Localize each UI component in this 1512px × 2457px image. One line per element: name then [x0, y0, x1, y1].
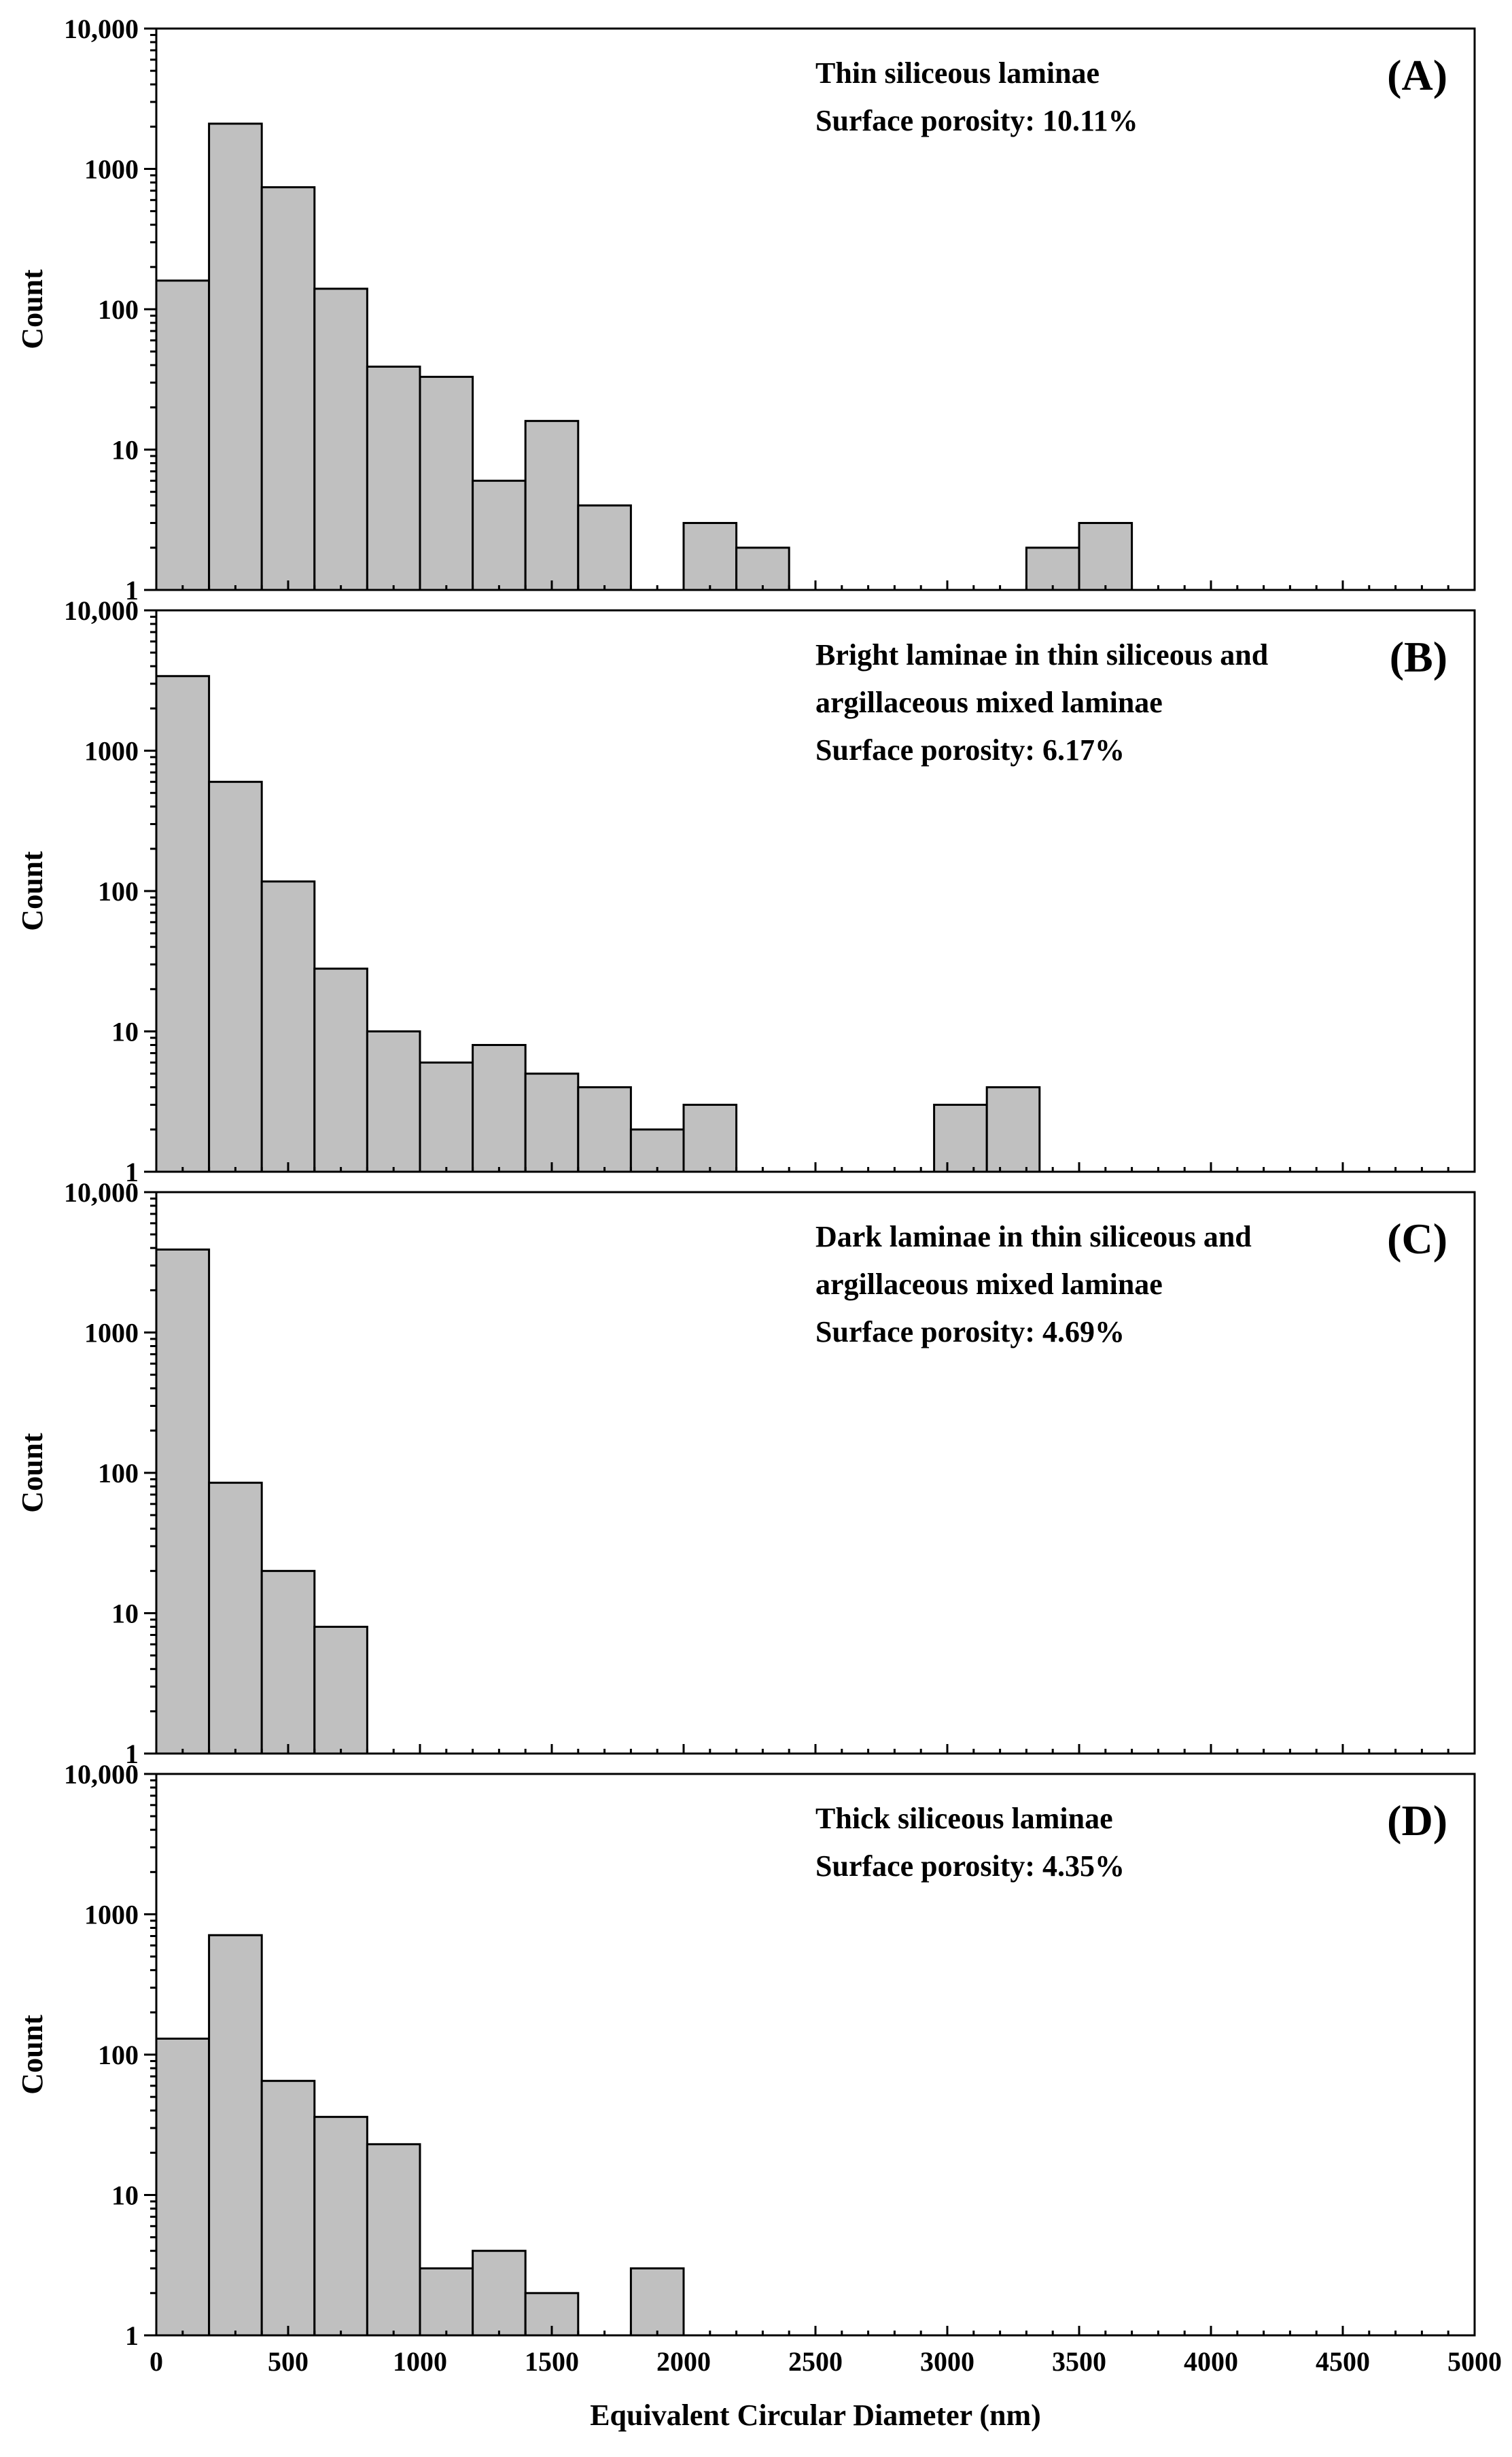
panel-b-bar-9 — [629, 1128, 685, 1173]
panel-b-y-tick-label-3: 1000 — [84, 736, 139, 767]
panel-a-bar-10 — [735, 546, 790, 591]
panel-a-bar-5 — [419, 375, 474, 591]
panel-d-bar-4 — [366, 2143, 421, 2337]
panel-a-bar-6 — [472, 479, 527, 591]
panel-b-bar-8 — [577, 1086, 632, 1173]
x-tick-label-3: 1500 — [525, 2346, 579, 2377]
x-tick-label-1: 500 — [268, 2346, 309, 2377]
panel-d-bar-3 — [313, 2116, 368, 2337]
panel-b-y-tick-label-1: 10 — [111, 1017, 139, 1047]
panel-a-y-tick-label-2: 100 — [98, 294, 139, 325]
panel-c-bar-3 — [313, 1626, 368, 1755]
panel-c-annotation-line-2: Surface porosity: 4.69% — [815, 1315, 1125, 1348]
panel-c-y-tick-label-3: 1000 — [84, 1318, 139, 1348]
panel-a-y-tick-label-3: 1000 — [84, 154, 139, 185]
panel-a-label: (A) — [1387, 51, 1447, 99]
panel-c-y-tick-label-2: 100 — [98, 1458, 139, 1488]
x-tick-label-9: 4500 — [1316, 2346, 1370, 2377]
x-tick-label-2: 1000 — [393, 2346, 447, 2377]
panel-b-bar-10 — [682, 1103, 738, 1173]
panel-d-bar-2 — [260, 2080, 316, 2337]
panel-b-bar-1 — [208, 780, 263, 1173]
x-tick-label-5: 2500 — [788, 2346, 843, 2377]
panel-b-annotation-line-2: Surface porosity: 6.17% — [815, 733, 1125, 767]
panel-b-bar-2 — [260, 880, 316, 1173]
panel-c-annotation-line-0: Dark laminae in thin siliceous and — [815, 1220, 1252, 1253]
panel-b-bar-6 — [472, 1044, 527, 1173]
panel-b-bar-3 — [313, 967, 368, 1173]
panel-d-y-axis-title: Count — [16, 2015, 49, 2095]
panel-a-bar-0 — [155, 279, 211, 591]
panel-d-y-tick-label-3: 1000 — [84, 1900, 139, 1930]
panel-d-y-tick-label-1: 10 — [111, 2180, 139, 2211]
panel-b-y-axis-title: Count — [16, 851, 49, 931]
panel-a-bar-1 — [208, 122, 263, 591]
panel-a-bar-7 — [524, 419, 580, 591]
panel-d-bar-1 — [208, 1934, 263, 2337]
x-tick-label-8: 4000 — [1184, 2346, 1238, 2377]
x-tick-label-7: 3500 — [1052, 2346, 1106, 2377]
panel-c-annotation-line-1: argillaceous mixed laminae — [815, 1268, 1163, 1301]
x-tick-label-10: 5000 — [1447, 2346, 1502, 2377]
panel-b-bar-4 — [366, 1030, 421, 1173]
panel-b-annotation-line-1: argillaceous mixed laminae — [815, 686, 1163, 719]
panel-a-bar-11 — [1025, 546, 1080, 591]
panel-a-bar-12 — [1078, 521, 1133, 591]
panel-d-bar-8 — [629, 2267, 685, 2337]
panel-a-bar-4 — [366, 365, 421, 591]
panel-d-bar-6 — [472, 2250, 527, 2337]
x-axis-title: Equivalent Circular Diameter (nm) — [590, 2399, 1041, 2432]
panel-c-y-tick-label-0: 1 — [125, 1739, 139, 1769]
panel-a-bar-3 — [313, 287, 368, 591]
panel-c-bar-1 — [208, 1482, 263, 1755]
panel-c-y-tick-label-1: 10 — [111, 1599, 139, 1629]
panel-a-y-tick-label-0: 1 — [125, 575, 139, 606]
panel-a-annotation-line-1: Surface porosity: 10.11% — [815, 104, 1138, 137]
panel-b-y-tick-label-4: 10,000 — [64, 595, 139, 626]
panel-d-y-tick-label-4: 10,000 — [64, 1759, 139, 1790]
panel-a-bar-9 — [682, 521, 738, 591]
panel-a-annotation-line-0: Thin siliceous laminae — [815, 56, 1100, 90]
panel-c-bar-0 — [155, 1248, 211, 1755]
x-tick-label-4: 2000 — [656, 2346, 711, 2377]
panel-b-bar-11 — [933, 1103, 988, 1173]
panel-a-y-tick-label-4: 10,000 — [64, 14, 139, 44]
panel-d-annotation-line-0: Thick siliceous laminae — [815, 1802, 1113, 1835]
panel-d-bar-0 — [155, 2037, 211, 2337]
panel-d-bar-5 — [419, 2267, 474, 2337]
panel-d-y-tick-label-2: 100 — [98, 2040, 139, 2070]
panel-a-y-axis-title: Count — [16, 269, 49, 349]
panel-b-label: (B) — [1390, 633, 1447, 681]
panel-b-bar-7 — [524, 1073, 580, 1173]
panel-a-y-tick-label-1: 10 — [111, 435, 139, 466]
x-tick-label-0: 0 — [150, 2346, 163, 2377]
panel-a-bar-8 — [577, 504, 632, 591]
panel-d-label: (D) — [1387, 1796, 1447, 1845]
panel-c-label: (C) — [1387, 1215, 1447, 1263]
panel-c-y-axis-title: Count — [16, 1433, 49, 1513]
x-tick-label-6: 3000 — [920, 2346, 974, 2377]
panel-b-annotation-line-0: Bright laminae in thin siliceous and — [815, 638, 1268, 672]
panel-b-bar-0 — [155, 675, 211, 1173]
panel-b-y-tick-label-2: 100 — [98, 876, 139, 907]
panel-b-bar-5 — [419, 1061, 474, 1173]
panel-b-y-tick-label-0: 1 — [125, 1157, 139, 1187]
panel-d-annotation-line-1: Surface porosity: 4.35% — [815, 1849, 1125, 1883]
panel-a-bar-2 — [260, 186, 316, 591]
panel-c-bar-2 — [260, 1569, 316, 1755]
panel-d-y-tick-label-0: 1 — [125, 2320, 139, 2351]
panel-b-bar-12 — [985, 1086, 1041, 1173]
panel-c-y-tick-label-4: 10,000 — [64, 1177, 139, 1208]
